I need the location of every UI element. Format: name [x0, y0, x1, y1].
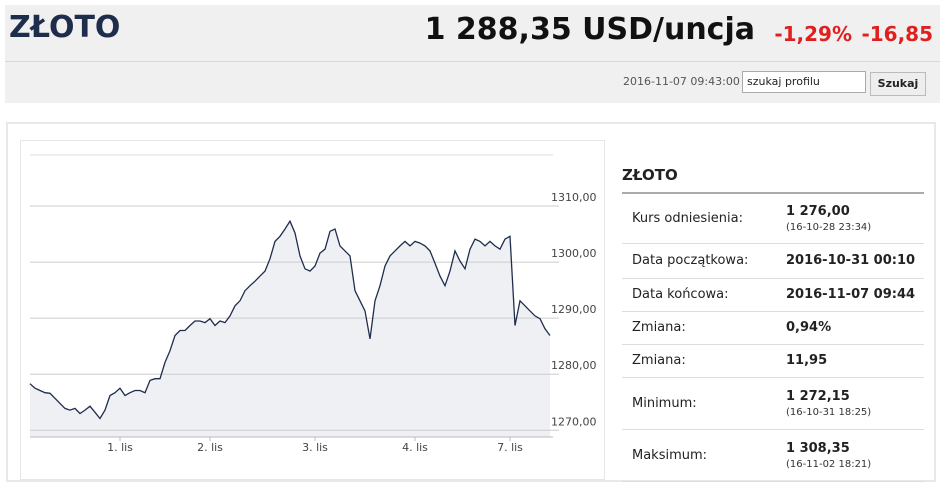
row-value-cell: 1 276,00 (16-10-28 23:34) — [782, 193, 924, 244]
row-label: Zmiana: — [622, 344, 782, 378]
row-value-cell: 11,95 — [782, 344, 924, 378]
row-value-cell: 1 308,35 (16-11-02 18:21) — [782, 429, 924, 482]
separator — [5, 61, 940, 62]
row-value: 1 308,35 — [786, 440, 850, 456]
row-date: (16-11-02 18:21) — [786, 458, 872, 470]
row-value-cell: 2016-10-31 00:10 — [782, 243, 924, 279]
table-row: Data początkowa: 2016-10-31 00:10 — [622, 243, 924, 279]
row-value: 0,94% — [786, 320, 832, 335]
row-value-cell: 2016-11-07 09:44 — [782, 278, 924, 312]
row-value: 1 272,15 — [786, 388, 850, 404]
row-value: 11,95 — [786, 353, 828, 368]
x-tick-label: 3. lis — [302, 441, 328, 454]
row-label: Data początkowa: — [622, 243, 782, 279]
table-row: Data końcowa: 2016-11-07 09:44 — [622, 278, 924, 312]
row-value: 2016-10-31 00:10 — [786, 253, 916, 268]
price: 1 288,35 USD/uncja — [424, 12, 755, 47]
y-tick-label: 1300,00 — [551, 247, 597, 260]
x-tick-label: 2. lis — [197, 441, 223, 454]
change-pct: -1,29% — [774, 22, 852, 46]
y-tick-label: 1270,00 — [551, 415, 597, 428]
chart: 1270,00 1280,00 1290,00 1300,00 1310,00 1. li… — [29, 154, 597, 454]
search-button[interactable]: Szukaj — [870, 72, 926, 96]
row-label: Minimum: — [622, 377, 782, 430]
x-tick-label: 7. lis — [497, 441, 523, 454]
row-value: 2016-11-07 09:44 — [786, 287, 916, 302]
row-label: Data końcowa: — [622, 278, 782, 312]
row-value: 1 276,00 — [786, 203, 850, 219]
row-date: (16-10-31 18:25) — [786, 406, 872, 418]
search-input[interactable]: szukaj profilu — [742, 71, 866, 93]
area — [30, 221, 550, 437]
x-tick-label: 4. lis — [402, 441, 428, 454]
y-tick-label: 1310,00 — [551, 191, 597, 204]
row-label: Kurs odniesienia: — [622, 193, 782, 244]
row-label: Zmiana: — [622, 311, 782, 345]
stats-table: Kurs odniesienia: 1 276,00 (16-10-28 23:34… — [622, 192, 924, 482]
row-date: (16-10-28 23:34) — [786, 221, 872, 233]
price-line — [29, 219, 551, 420]
asset-title: ZŁOTO — [9, 10, 121, 45]
timestamp: 2016-11-07 09:43:00 — [623, 75, 740, 88]
row-value-cell: 0,94% — [782, 311, 924, 345]
change-abs: -16,85 — [861, 22, 933, 46]
table-title: ZŁOTO — [622, 166, 678, 184]
table-row: Minimum: 1 272,15 (16-10-31 18:25) — [622, 377, 924, 430]
table-row: Zmiana: 11,95 — [622, 344, 924, 378]
row-label: Maksimum: — [622, 429, 782, 482]
table-row: Kurs odniesienia: 1 276,00 (16-10-28 23:34… — [622, 193, 924, 244]
y-tick-label: 1290,00 — [551, 303, 597, 316]
y-tick-label: 1280,00 — [551, 359, 597, 372]
row-value-cell: 1 272,15 (16-10-31 18:25) — [782, 377, 924, 430]
table-row: Zmiana: 0,94% — [622, 311, 924, 345]
x-tick-label: 1. lis — [107, 441, 133, 454]
table-row: Maksimum: 1 308,35 (16-11-02 18:21) — [622, 429, 924, 482]
